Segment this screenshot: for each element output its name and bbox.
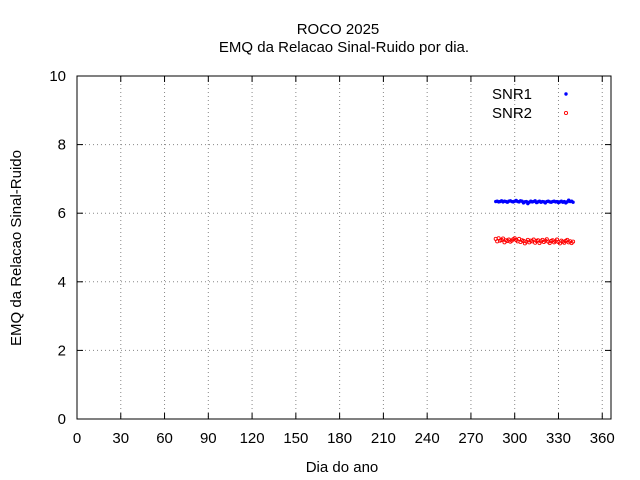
series-snr1-points <box>494 198 575 206</box>
chart-title: ROCO 2025 <box>297 21 380 38</box>
y-axis-label: EMQ da Relacao Sinal-Ruido <box>8 150 25 346</box>
data-point <box>571 200 575 204</box>
x-tick-label: 150 <box>283 430 308 447</box>
y-tick-label: 8 <box>58 137 66 154</box>
x-tick-label: 180 <box>327 430 352 447</box>
legend-label: SNR1 <box>492 86 532 103</box>
y-tick-label: 2 <box>58 342 66 359</box>
x-tick-label: 330 <box>546 430 571 447</box>
x-tick-label: 240 <box>415 430 440 447</box>
data-points <box>493 198 576 246</box>
legend-label: SNR2 <box>492 105 532 122</box>
data-point <box>500 236 506 241</box>
legend-marker <box>564 92 568 96</box>
legend: SNR1 SNR2 <box>492 86 569 122</box>
x-axis-label: Dia do ano <box>306 459 379 476</box>
plot-frame <box>76 75 612 420</box>
y-tick-label: 0 <box>58 411 66 428</box>
data-point <box>571 239 576 244</box>
x-tick-label: 360 <box>590 430 615 447</box>
chart-subtitle: EMQ da Relacao Sinal-Ruido por dia. <box>219 39 469 56</box>
x-tick-label: 210 <box>371 430 396 447</box>
axis-ticks: 0 30 60 90 120 150 180 210 240 270 300 330 360 0 2 4 6 8 1… <box>49 68 614 447</box>
x-tick-label: 60 <box>156 430 173 447</box>
x-tick-label: 270 <box>458 430 483 447</box>
y-tick-label: 4 <box>58 274 66 291</box>
x-tick-label: 300 <box>502 430 527 447</box>
y-tick-label: 10 <box>49 68 66 85</box>
grid-lines <box>77 76 611 419</box>
x-tick-label: 0 <box>73 430 81 447</box>
series-snr2-points <box>493 236 576 246</box>
legend-marker <box>563 110 569 116</box>
x-tick-label: 90 <box>200 430 217 447</box>
x-tick-label: 120 <box>240 430 265 447</box>
x-tick-label: 30 <box>112 430 129 447</box>
y-tick-label: 6 <box>58 205 66 222</box>
